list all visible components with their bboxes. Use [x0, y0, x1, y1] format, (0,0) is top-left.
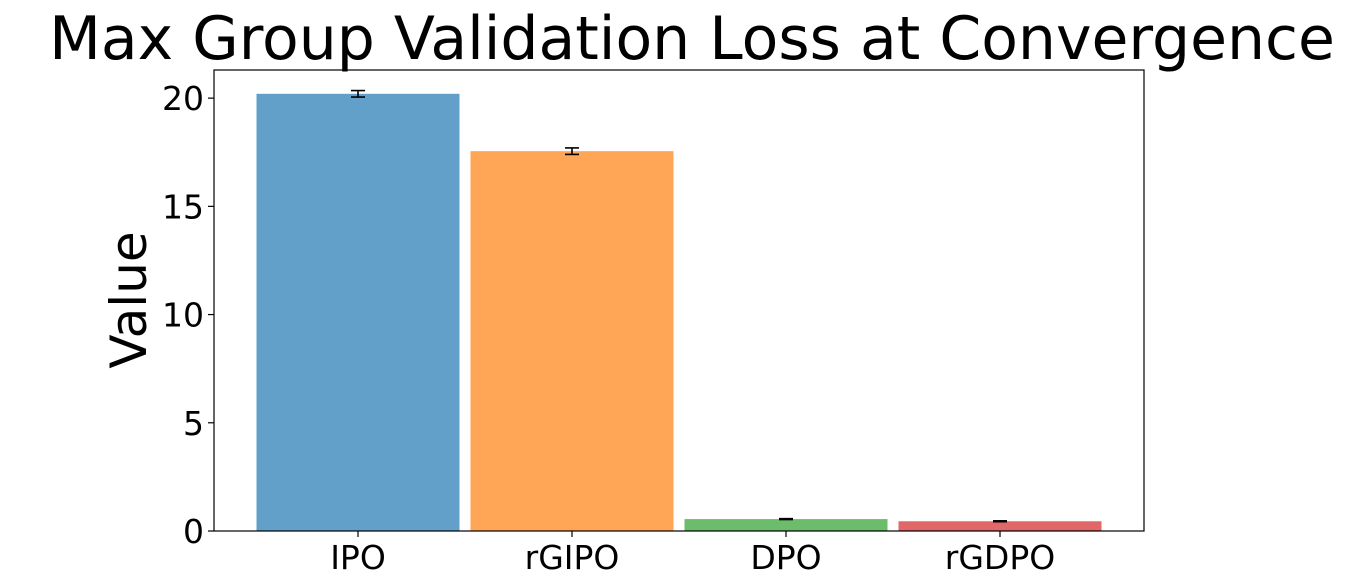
- bar-rgipo: [470, 151, 674, 531]
- x-tick-label-ipo: IPO: [330, 538, 386, 577]
- bar-ipo: [256, 93, 460, 532]
- x-tick-label-dpo: DPO: [750, 538, 821, 577]
- bar-rgdpo: [898, 521, 1102, 531]
- axes-frame: [213, 69, 1145, 532]
- bar-dpo: [684, 519, 888, 531]
- x-tick-label-rgipo: rGIPO: [525, 538, 620, 577]
- y-tick-label-5: 5: [183, 404, 204, 443]
- plot-area: IPO rGIPO DPO rGDPO 0 5 10 15 20: [162, 79, 1102, 577]
- chart-title: Max Group Validation Loss at Convergence: [49, 4, 1335, 74]
- x-tick-label-rgdpo: rGDPO: [945, 538, 1055, 577]
- y-tick-label-10: 10: [162, 296, 204, 335]
- y-tick-label-15: 15: [162, 187, 204, 226]
- y-tick-label-20: 20: [162, 79, 204, 118]
- y-tick-label-0: 0: [183, 512, 204, 551]
- y-axis-label: Value: [100, 231, 158, 368]
